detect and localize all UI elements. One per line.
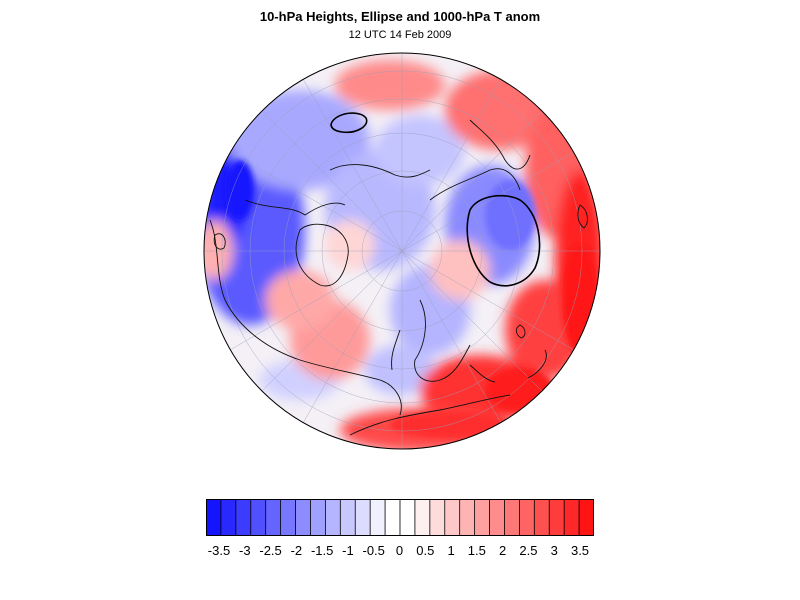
- colorbar-tick-label: 0.5: [416, 543, 435, 558]
- colorbar-swatch: [474, 499, 491, 536]
- colorbar-swatch: [324, 499, 341, 536]
- colorbar-swatch: [339, 499, 356, 536]
- colorbar-swatch: [563, 499, 580, 536]
- colorbar-tick-label: -0.5: [362, 543, 385, 558]
- map-subtitle: 12 UTC 14 Feb 2009: [348, 29, 452, 41]
- colorbar-tick-label: 3.5: [570, 543, 590, 558]
- colorbar-swatch: [548, 499, 565, 536]
- colorbar-swatch: [399, 499, 416, 536]
- colorbar-tick-label: -3: [239, 543, 251, 558]
- colorbar-tick-label: 1: [447, 543, 455, 558]
- colorbar-tick-label: -3.5: [207, 543, 231, 558]
- colorbar-tick-label: -1: [342, 543, 354, 558]
- colorbar-tick-label: 1.5: [467, 543, 486, 558]
- colorbar-swatch: [206, 499, 222, 536]
- colorbar-tick-label: 2: [499, 543, 507, 558]
- colorbar-swatch: [235, 499, 252, 536]
- colorbar-swatch: [354, 499, 371, 536]
- colorbar-swatch: [310, 499, 327, 536]
- colorbar-tick-label: 0: [395, 543, 404, 558]
- colorbar-swatch: [533, 499, 550, 536]
- colorbar-swatch: [280, 499, 297, 536]
- colorbar-tick-label: -2.5: [259, 543, 282, 558]
- graticule: [204, 53, 600, 449]
- colorbar-swatch: [518, 499, 536, 536]
- colorbar-swatch: [504, 499, 521, 536]
- colorbar-tick-label: 3: [550, 543, 558, 558]
- globe-field: [204, 53, 600, 449]
- colorbar-swatch: [429, 499, 446, 536]
- colorbar-swatch: [369, 499, 386, 536]
- colorbar-swatch: [220, 499, 237, 536]
- colorbar-swatch: [295, 499, 312, 536]
- colorbar-swatch: [444, 499, 461, 536]
- colorbar-swatch: [265, 499, 282, 536]
- colorbar-swatch: [384, 499, 401, 536]
- globe-outline: [203, 52, 601, 450]
- colorbar-swatch: [578, 499, 594, 536]
- colorbar-border: [206, 499, 594, 536]
- colorbar-swatch: [250, 499, 267, 536]
- colorbar-tick-label: -2: [290, 543, 303, 558]
- coastlines: [209, 119, 588, 436]
- colorbar-tick-label: -1.5: [310, 543, 334, 558]
- colorbar-swatch: [414, 499, 431, 536]
- colorbar-swatch: [459, 499, 476, 536]
- map-title: 10-hPa Heights, Ellipse and 1000-hPa T a…: [259, 9, 541, 24]
- colorbar-tick-label: 2.5: [519, 543, 538, 558]
- vortex-ellipses: [330, 112, 541, 287]
- colorbar: [206, 499, 594, 536]
- colorbar-swatch: [489, 499, 506, 536]
